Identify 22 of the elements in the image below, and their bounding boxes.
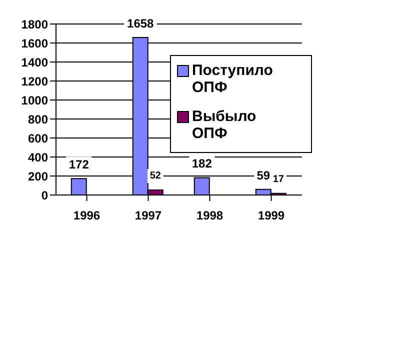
data-label: 1658 (127, 16, 154, 30)
y-tick-label: 800 (28, 112, 48, 126)
x-tick-label: 1998 (196, 208, 224, 223)
y-tick-label: 1000 (21, 93, 48, 108)
y-tick-label: 400 (28, 150, 48, 164)
data-label: 182 (192, 156, 212, 171)
x-tick-label: 1996 (73, 208, 100, 223)
data-label: 59 (256, 168, 270, 182)
data-label: 172 (68, 158, 90, 172)
y-tick-label: 600 (28, 131, 48, 146)
x-tick-label: 1999 (258, 208, 285, 223)
y-tick-label: 1800 (21, 17, 48, 32)
legend-label: Поступило ОПФ (192, 62, 274, 96)
y-tick-label: 0 (41, 188, 48, 202)
y-tick-label: 200 (28, 169, 48, 184)
y-tick-label: 1200 (21, 74, 48, 88)
y-tick-label: 1600 (21, 36, 48, 50)
legend-label: Выбыло ОПФ (192, 108, 258, 142)
x-tick-label: 1997 (134, 208, 162, 223)
y-tick-label: 1400 (21, 55, 48, 70)
data-label: 17 (272, 174, 284, 185)
data-label: 52 (150, 170, 162, 182)
